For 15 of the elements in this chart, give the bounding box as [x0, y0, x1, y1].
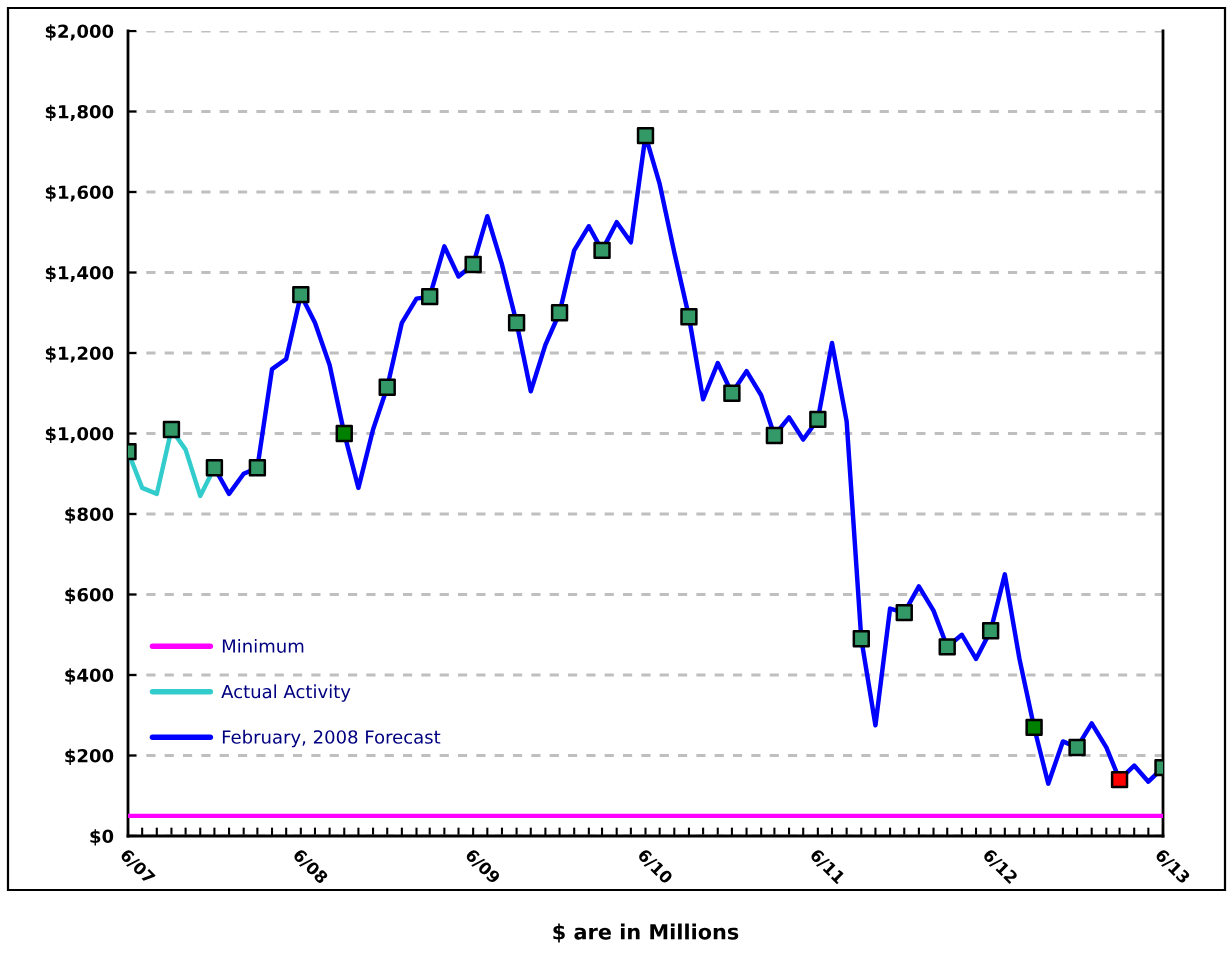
y-tick-label: $1,200 — [45, 346, 114, 363]
y-tick-label: $1,600 — [45, 185, 114, 202]
legend-label: Actual Activity — [221, 684, 351, 702]
legend-label: Minimum — [222, 638, 304, 653]
y-tick-label: $1,800 — [45, 104, 114, 122]
y-tick-label: $400 — [65, 668, 114, 685]
y-tick-label: $0 — [90, 829, 114, 846]
legend-label: February, 2008 Forecast — [222, 729, 441, 748]
y-tick-label: $800 — [65, 507, 114, 524]
y-tick-label: $200 — [65, 748, 114, 766]
y-tick-label: $2,000 — [45, 24, 114, 41]
y-tick-label: $600 — [65, 587, 114, 605]
y-tick-label: $1,000 — [45, 426, 114, 444]
y-tick-label: $1,400 — [45, 265, 114, 283]
x-axis-title: $ are in Millions — [553, 923, 739, 943]
